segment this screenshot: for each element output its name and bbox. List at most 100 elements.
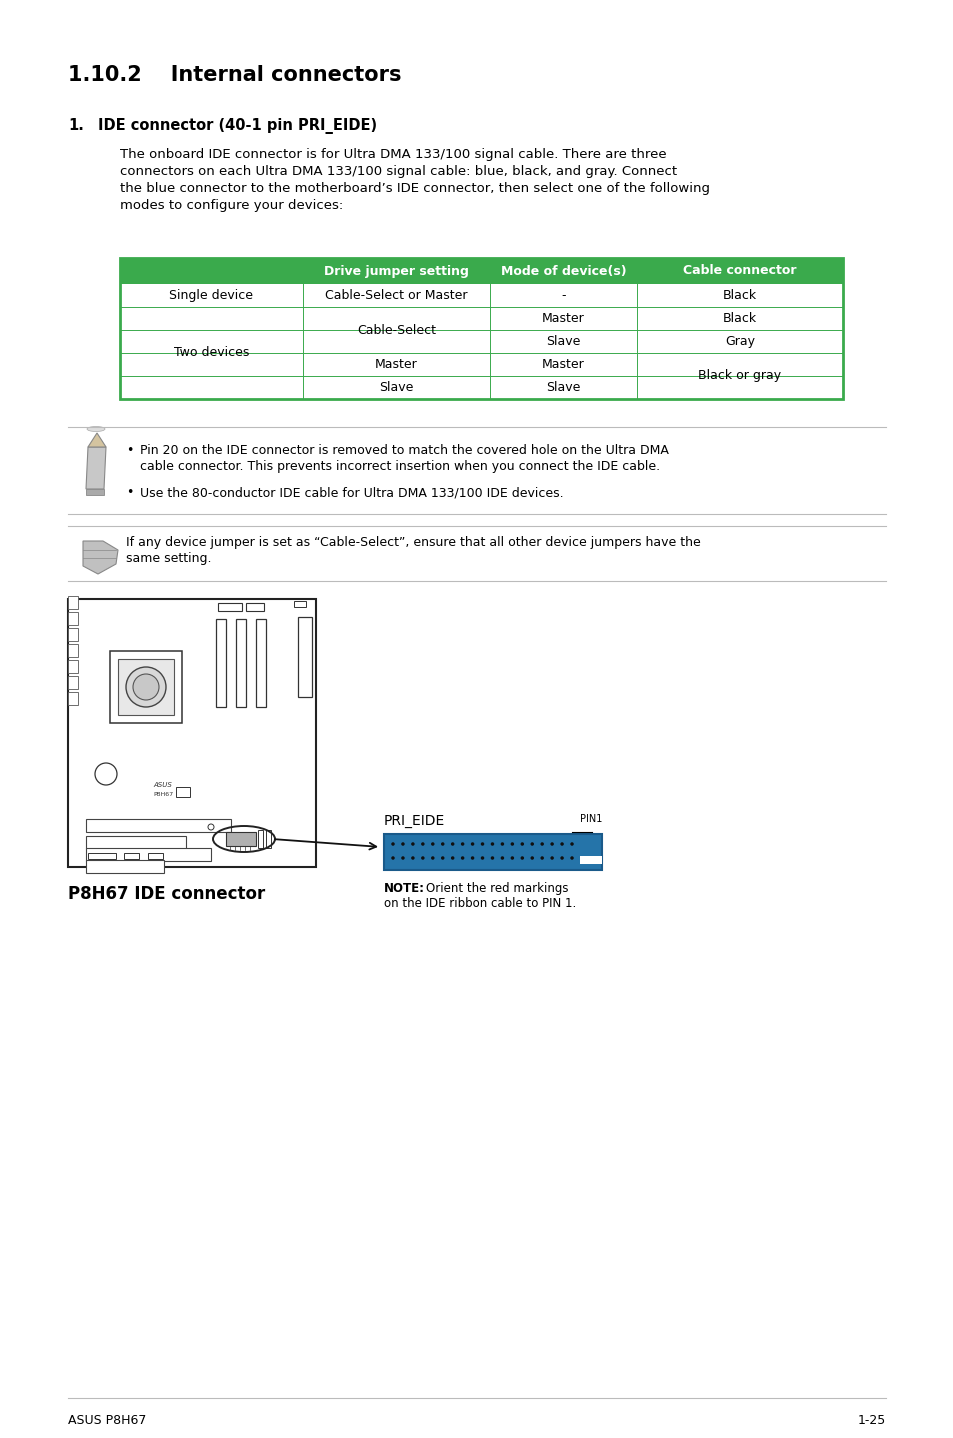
Bar [68, 676, 78, 689]
Text: Master: Master [375, 358, 417, 371]
Ellipse shape [431, 856, 434, 860]
Ellipse shape [391, 843, 395, 846]
Ellipse shape [411, 856, 415, 860]
Ellipse shape [490, 843, 494, 846]
Text: Cable connector: Cable connector [682, 265, 796, 278]
Bar [257, 830, 263, 848]
Ellipse shape [550, 843, 554, 846]
Bar [68, 692, 78, 705]
Text: The onboard IDE connector is for Ultra DMA 133/100 signal cable. There are three: The onboard IDE connector is for Ultra D… [120, 148, 666, 161]
Ellipse shape [530, 843, 534, 846]
Text: •: • [126, 444, 133, 457]
Bar [68, 600, 315, 867]
Text: Mode of device(s): Mode of device(s) [500, 265, 626, 278]
Bar [88, 853, 116, 858]
Bar [86, 848, 211, 861]
Bar [255, 618, 266, 707]
Ellipse shape [520, 843, 523, 846]
Polygon shape [88, 433, 106, 447]
Text: Master: Master [541, 358, 584, 371]
Text: Two devices: Two devices [173, 347, 249, 360]
Ellipse shape [95, 764, 117, 785]
Ellipse shape [550, 856, 554, 860]
Text: IDE connector (40-1 pin PRI_EIDE): IDE connector (40-1 pin PRI_EIDE) [98, 118, 376, 134]
Ellipse shape [510, 843, 514, 846]
Ellipse shape [471, 856, 474, 860]
Ellipse shape [132, 674, 159, 700]
Bar [294, 601, 306, 607]
Ellipse shape [539, 843, 543, 846]
Text: connectors on each Ultra DMA 133/100 signal cable: blue, black, and gray. Connec: connectors on each Ultra DMA 133/100 sig… [120, 165, 677, 178]
Ellipse shape [126, 667, 166, 707]
Text: same setting.: same setting. [126, 552, 212, 565]
Text: on the IDE ribbon cable to PIN 1.: on the IDE ribbon cable to PIN 1. [384, 897, 576, 910]
Text: P8H67 IDE connector: P8H67 IDE connector [68, 884, 265, 903]
Bar [175, 787, 190, 797]
Ellipse shape [460, 856, 464, 860]
Text: Slave: Slave [379, 381, 414, 394]
Ellipse shape [431, 843, 434, 846]
Ellipse shape [520, 856, 523, 860]
Ellipse shape [500, 843, 503, 846]
Text: Master: Master [541, 312, 584, 325]
Text: Use the 80-conductor IDE cable for Ultra DMA 133/100 IDE devices.: Use the 80-conductor IDE cable for Ultra… [140, 486, 563, 499]
Bar [226, 833, 255, 846]
Ellipse shape [500, 856, 503, 860]
Ellipse shape [440, 856, 444, 860]
Text: Cable-Select or Master: Cable-Select or Master [325, 289, 467, 302]
Ellipse shape [490, 856, 494, 860]
Ellipse shape [530, 856, 534, 860]
Polygon shape [83, 541, 118, 574]
Text: Slave: Slave [546, 335, 580, 348]
Text: NOTE:: NOTE: [384, 881, 424, 894]
Ellipse shape [480, 856, 484, 860]
Text: Gray: Gray [724, 335, 754, 348]
Bar [86, 820, 231, 833]
Ellipse shape [460, 843, 464, 846]
Text: -: - [560, 289, 565, 302]
Ellipse shape [539, 856, 543, 860]
Bar [68, 613, 78, 626]
Text: 1-25: 1-25 [857, 1414, 885, 1426]
Bar [218, 603, 242, 611]
Text: 1.: 1. [68, 118, 84, 132]
Ellipse shape [420, 843, 424, 846]
Bar [86, 835, 186, 848]
Bar [68, 595, 78, 610]
Ellipse shape [480, 843, 484, 846]
Text: PRI_EIDE: PRI_EIDE [384, 814, 445, 828]
Ellipse shape [391, 856, 395, 860]
Text: Pin 20 on the IDE connector is removed to match the covered hole on the Ultra DM: Pin 20 on the IDE connector is removed t… [140, 444, 668, 457]
Ellipse shape [559, 856, 563, 860]
Text: modes to configure your devices:: modes to configure your devices: [120, 198, 343, 211]
Bar [124, 853, 139, 858]
Ellipse shape [559, 843, 563, 846]
Text: PIN1: PIN1 [579, 814, 601, 824]
Ellipse shape [510, 856, 514, 860]
Text: cable connector. This prevents incorrect insertion when you connect the IDE cabl: cable connector. This prevents incorrect… [140, 460, 659, 473]
Text: Slave: Slave [546, 381, 580, 394]
Bar [384, 834, 601, 870]
Ellipse shape [451, 843, 454, 846]
Text: 1.10.2    Internal connectors: 1.10.2 Internal connectors [68, 65, 401, 85]
Ellipse shape [401, 843, 404, 846]
Text: Single device: Single device [170, 289, 253, 302]
Bar [68, 628, 78, 641]
Bar [297, 617, 312, 697]
Ellipse shape [420, 856, 424, 860]
Bar [120, 257, 842, 283]
Bar [246, 603, 264, 611]
Bar [579, 856, 601, 864]
Text: Orient the red markings: Orient the red markings [426, 881, 568, 894]
Bar [86, 860, 164, 873]
Bar [120, 283, 842, 398]
Ellipse shape [440, 843, 444, 846]
Text: Drive jumper setting: Drive jumper setting [324, 265, 469, 278]
Bar [68, 660, 78, 673]
Ellipse shape [87, 427, 105, 431]
Text: Black or gray: Black or gray [698, 370, 781, 383]
Ellipse shape [570, 856, 573, 860]
Text: •: • [126, 486, 133, 499]
Ellipse shape [451, 856, 454, 860]
Text: ASUS P8H67: ASUS P8H67 [68, 1414, 146, 1426]
